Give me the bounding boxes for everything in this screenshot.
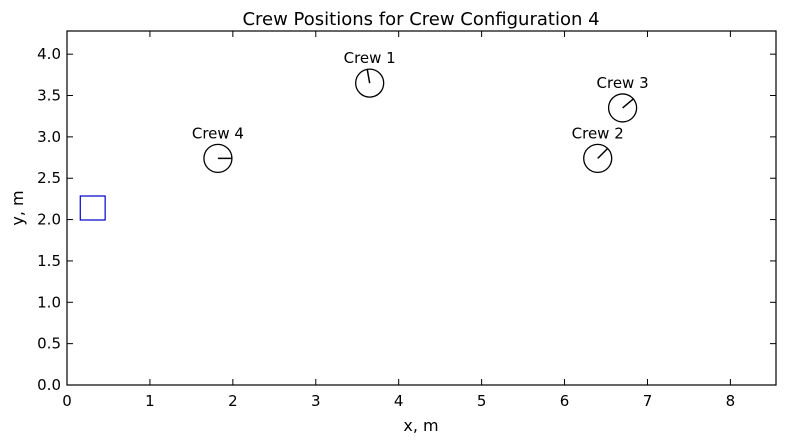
- crew-heading: [366, 69, 371, 84]
- crew-marker: [583, 143, 613, 174]
- plot-area: [66, 30, 777, 386]
- crew-label: Crew 2: [572, 124, 624, 142]
- x-tick-label: 7: [643, 392, 653, 410]
- y-axis: 0.0 0.5 1.0 1.5 2.0 2.5 3.0 3.5 4.0: [37, 45, 776, 394]
- crew-heading: [622, 98, 634, 109]
- y-tick-label: 4.0: [37, 45, 61, 63]
- crew-heading: [597, 147, 609, 159]
- x-axis-label: x, m: [403, 416, 438, 435]
- crew-label: Crew 3: [597, 74, 649, 92]
- crew-marker: [607, 93, 638, 123]
- y-tick-label: 2.0: [37, 211, 61, 229]
- chart-title: Crew Positions for Crew Configuration 4: [242, 9, 599, 30]
- y-axis-label: y, m: [8, 190, 27, 225]
- y-tick-label: 0.0: [37, 376, 61, 394]
- crew-label: Crew 1: [344, 49, 396, 67]
- x-axis: 0 1 2 3 4 5 6 7 8: [62, 31, 735, 410]
- y-tick-label: 1.0: [37, 293, 61, 311]
- y-tick-label: 2.5: [37, 169, 61, 187]
- y-tick-label: 0.5: [37, 335, 61, 353]
- x-tick-label: 5: [477, 392, 487, 410]
- x-tick-label: 3: [311, 392, 321, 410]
- crew-marker: [355, 68, 385, 98]
- data-marks: Crew 1 Crew 2 Crew 3 Crew 4: [79, 49, 649, 221]
- x-tick-label: 6: [560, 392, 570, 410]
- x-tick-label: 1: [145, 392, 155, 410]
- x-tick-label: 8: [726, 392, 736, 410]
- x-tick-label: 0: [62, 392, 72, 410]
- x-tick-label: 4: [394, 392, 404, 410]
- y-tick-label: 3.5: [37, 87, 61, 105]
- y-tick-label: 1.5: [37, 252, 61, 270]
- y-tick-label: 3.0: [37, 128, 61, 146]
- box-marker: [79, 195, 106, 221]
- x-tick-label: 2: [228, 392, 238, 410]
- crew-label: Crew 4: [192, 124, 244, 142]
